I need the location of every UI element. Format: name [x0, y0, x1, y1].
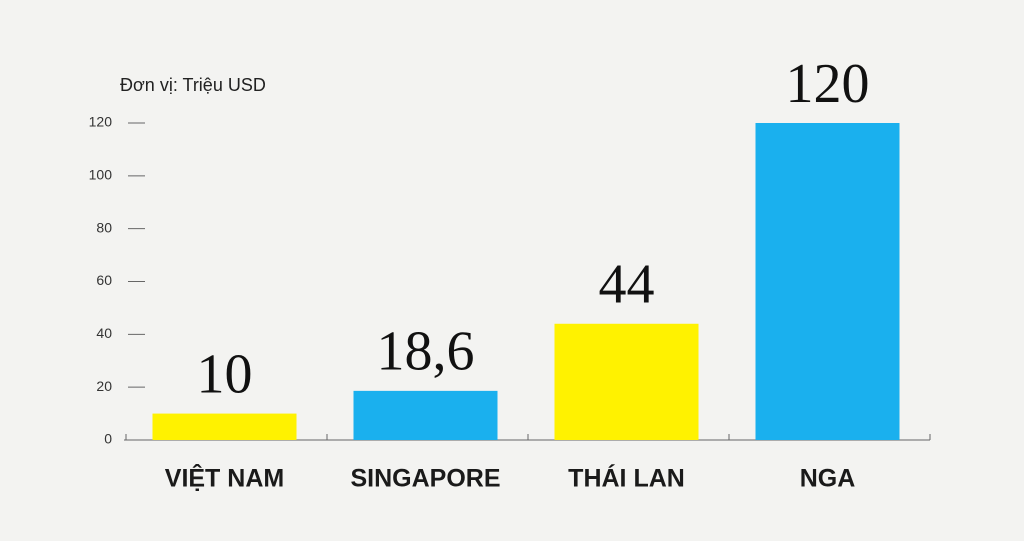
x-tick-label: NGA [800, 465, 856, 493]
x-tick-label: THÁI LAN [568, 464, 685, 493]
unit-label: Đơn vị: Triệu USD [120, 75, 266, 95]
y-tick-label: 40 [96, 325, 112, 341]
y-tick-label: 60 [96, 272, 112, 288]
y-tick-label: 80 [96, 219, 112, 235]
x-tick-label: SINGAPORE [350, 465, 500, 493]
bar [755, 123, 900, 440]
value-label: 120 [786, 53, 870, 115]
y-tick-label: 20 [96, 378, 112, 394]
y-tick-label: 100 [89, 167, 113, 183]
y-tick-label: 120 [89, 114, 113, 130]
bar [353, 390, 498, 440]
y-tick-label: 0 [104, 431, 112, 447]
value-label: 10 [197, 343, 253, 405]
value-label: 44 [599, 254, 655, 316]
bar [152, 413, 297, 440]
bar [554, 323, 699, 440]
x-tick-label: VIỆT NAM [165, 463, 284, 493]
value-label: 18,6 [377, 321, 475, 383]
